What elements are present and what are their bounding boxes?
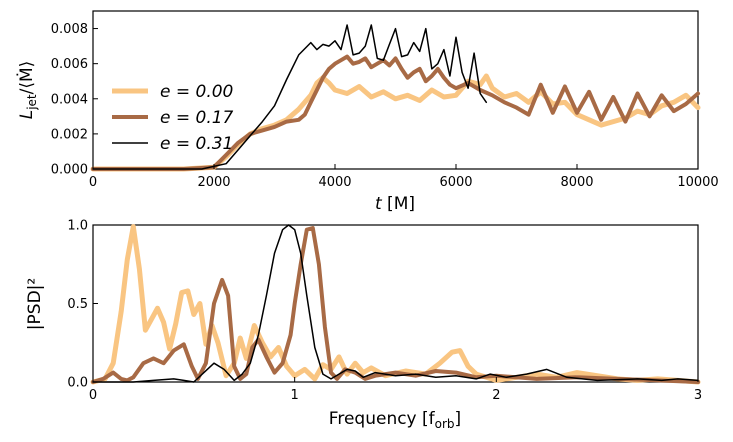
top-ylabel-var: L: [17, 110, 37, 119]
top-x-tick-label: 4000: [318, 175, 351, 190]
top-series-line-e031: [92, 24, 488, 170]
top-axes-frame: [92, 10, 699, 170]
top-xlabel-var: t: [375, 194, 383, 214]
top-y-tick-label: 0.008: [51, 22, 88, 37]
bottom-y-axis-label: |PSD|²: [25, 278, 45, 330]
bottom-series-group: [90, 224, 701, 385]
bottom-x-tick-label: 0: [89, 388, 97, 403]
bottom-xlabel-tail: ]: [455, 409, 462, 429]
bottom-series-line-e031: [92, 224, 699, 383]
bottom-y-tick-label: 1.0: [67, 219, 88, 234]
top-x-tick-label: 2000: [197, 175, 230, 190]
legend-label-e017: e = 0.17: [160, 108, 234, 128]
top-x-tick-label: 6000: [439, 175, 472, 190]
bottom-x-axis-label: Frequency [forb]: [329, 409, 461, 431]
top-panel-luminosity: 0 2000 4000 6000 8000 10000 0.0000.0020.0040.…: [16, 10, 719, 214]
bottom-x-tick-label: 1: [291, 388, 299, 403]
bottom-x-tick-label: 3: [694, 388, 702, 403]
top-ylabel-sub: jet: [25, 94, 39, 111]
bottom-y-tick-label: 0.0: [67, 376, 88, 391]
top-y-tick-label: 0.004: [51, 92, 88, 107]
top-y-tick-label: 0.000: [51, 163, 88, 178]
bottom-panel-psd: 0 1 2 3 0.0 0.5 1.0 Frequency [forb] |PSD|²: [25, 219, 702, 432]
bottom-xlabel-sub: orb: [435, 417, 455, 431]
legend-label-e000: e = 0.00: [160, 82, 233, 102]
top-y-tick-label: 0.006: [51, 57, 88, 72]
top-series-line-e017: [91, 54, 700, 171]
top-y-tick-label: 0.002: [51, 127, 88, 142]
top-y-ticks: 0.000 0.002 0.004 0.006 0.008: [51, 22, 98, 178]
top-x-axis-label: t [M]: [375, 194, 415, 214]
bottom-axes-frame: [92, 224, 699, 383]
legend-label-e031: e = 0.31: [160, 134, 233, 154]
bottom-y-ticks: 0.0 0.5 1.0: [67, 219, 98, 391]
top-x-tick-label: 0: [89, 175, 97, 190]
bottom-x-ticks: 0 1 2 3: [89, 377, 702, 403]
bottom-x-tick-label: 2: [492, 388, 500, 403]
top-series-group: [90, 24, 701, 172]
top-x-ticks: 0 2000 4000 6000 8000 10000: [89, 164, 719, 190]
bottom-series-line-e017: [91, 226, 700, 384]
bottom-xlabel-main: Frequency [f: [329, 409, 436, 429]
top-y-axis-label: Ljet/⟨Ṁ⟩: [16, 61, 39, 120]
top-xlabel-unit: [M]: [382, 194, 415, 214]
top-legend: e = 0.00 e = 0.17 e = 0.31: [112, 82, 234, 154]
top-x-tick-label: 10000: [677, 175, 718, 190]
top-x-tick-label: 8000: [560, 175, 593, 190]
bottom-y-tick-label: 0.5: [67, 297, 88, 312]
top-ylabel-tail: /⟨Ṁ⟩: [16, 61, 37, 95]
bottom-series-line-e000: [90, 224, 701, 385]
